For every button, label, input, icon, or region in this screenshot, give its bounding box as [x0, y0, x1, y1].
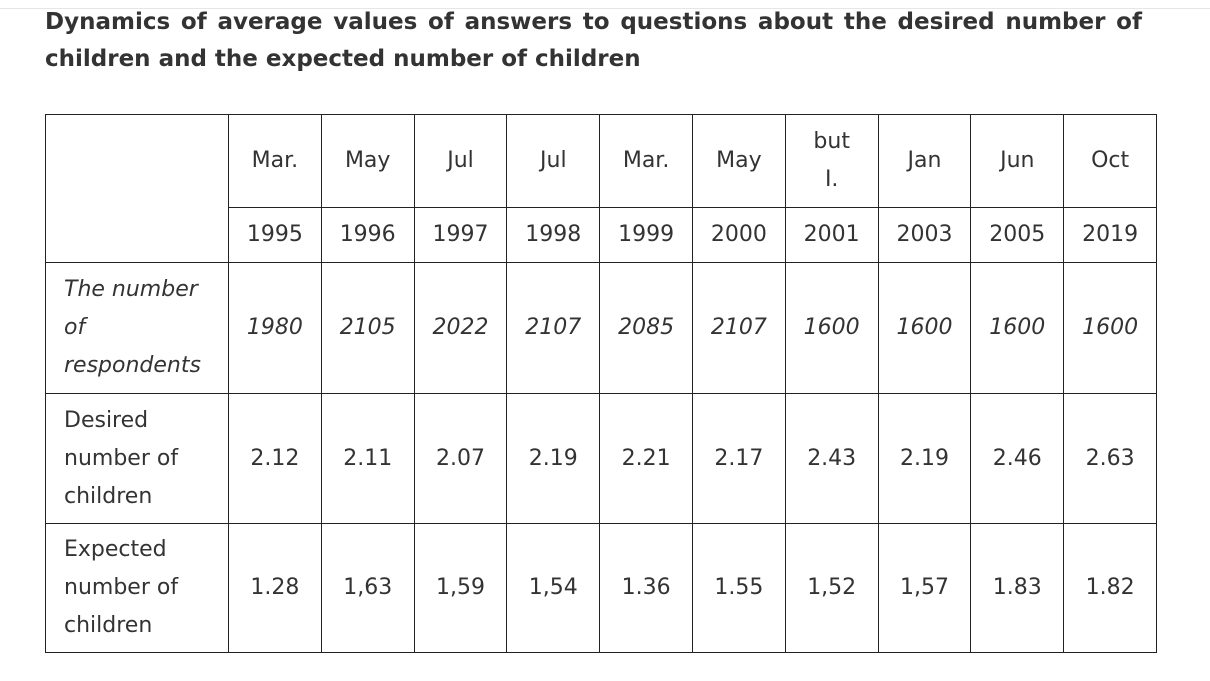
data-cell: 2.12	[228, 393, 322, 524]
data-cell: 1,63	[320, 523, 415, 653]
data-cell: 1600	[877, 262, 972, 394]
year-cell: 1999	[599, 207, 693, 263]
header-row: Mar. May Jul Jul Mar. May but I. Jan Jun Oct	[45, 114, 1157, 263]
title: Dynamics of average values of answers to…	[45, 9, 1142, 72]
row-label: The number of respondents	[45, 262, 229, 394]
data-cell: 2.19	[506, 393, 601, 524]
data-table: Mar. May Jul Jul Mar. May but I. Jan Jun Oct 1995 1…	[45, 114, 1157, 653]
data-cell: 2.19	[877, 393, 972, 524]
data-cell: 2.07	[413, 393, 508, 524]
month-cell: May	[691, 114, 786, 208]
data-cell: 1600	[1063, 262, 1157, 394]
year-cell: 1998	[506, 207, 601, 263]
data-cell: 1.82	[1063, 523, 1157, 653]
year-cell: 1997	[413, 207, 508, 263]
data-row: The number of respondents 1980 2105 2022 210…	[45, 262, 1157, 394]
year-cell: 2000	[691, 207, 786, 263]
data-cell: 2085	[599, 262, 693, 394]
data-cell: 1.83	[970, 523, 1065, 653]
month-cell: Jan	[877, 114, 972, 208]
data-cell: 2.63	[1063, 393, 1157, 524]
data-cell: 1,57	[877, 523, 972, 653]
month-cell: Jul	[506, 114, 601, 208]
header-row: 1995 1996 1997 1998 1999 2000 2001 2003 2005 2019	[46, 207, 1157, 263]
data-cell: 2107	[691, 262, 786, 394]
data-cell: 2.21	[599, 393, 693, 524]
year-cell: 2005	[970, 207, 1065, 263]
data-cell: 1,54	[506, 523, 601, 653]
year-cell: 1995	[228, 207, 322, 263]
data-row: Expected number of children 1.28 1,63 1,59 1…	[45, 523, 1157, 653]
row-label: Expected number of children	[45, 523, 229, 653]
year-cell: 2001	[784, 207, 879, 263]
data-cell: 2.17	[691, 393, 786, 524]
data-cell: 2105	[320, 262, 415, 394]
data-cell: 1600	[784, 262, 879, 394]
month-cell: Mar.	[599, 114, 693, 208]
corner-cell	[45, 114, 229, 263]
data-cell: 1.36	[599, 523, 693, 653]
month-cell: Jun	[970, 114, 1065, 208]
year-cell: 2003	[877, 207, 972, 263]
data-cell: 2.11	[320, 393, 415, 524]
data-cell: 1,59	[413, 523, 508, 653]
data-cell: 2.46	[970, 393, 1065, 524]
data-cell: 1,52	[784, 523, 879, 653]
data-row: Desired number of children 2.12 2.11 2.07 2.…	[45, 393, 1157, 524]
data-cell: 1600	[970, 262, 1065, 394]
month-cell: Mar.	[228, 114, 322, 208]
data-cell: 2.43	[784, 393, 879, 524]
month-cell: Oct	[1063, 114, 1157, 208]
month-cell: Jul	[413, 114, 508, 208]
row-label: Desired number of children	[45, 393, 229, 524]
month-cell: May	[320, 114, 415, 208]
month-cell: but I.	[784, 114, 879, 208]
data-cell: 2022	[413, 262, 508, 394]
data-cell: 1980	[228, 262, 322, 394]
data-cell: 2107	[506, 262, 601, 394]
data-cell: 1.28	[228, 523, 322, 653]
data-cell: 1.55	[691, 523, 786, 653]
divider	[0, 8, 1210, 9]
table-body: Mar. May Jul Jul Mar. May but I. Jan Jun Oct 1995 1…	[45, 114, 1157, 653]
year-cell: 1996	[320, 207, 415, 263]
year-cell: 2019	[1063, 207, 1157, 263]
